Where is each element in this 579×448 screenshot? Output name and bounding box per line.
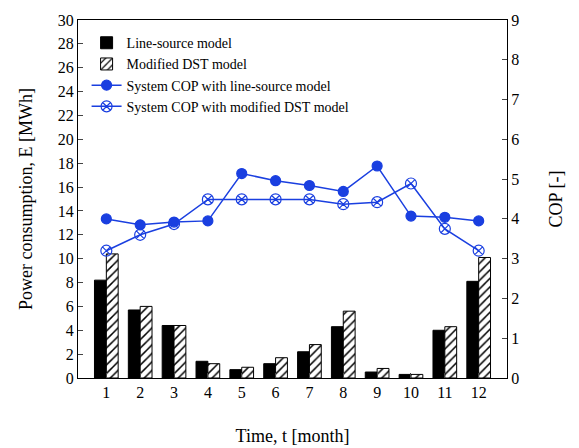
svg-text:0: 0: [511, 370, 519, 387]
svg-text:5: 5: [511, 171, 519, 188]
svg-text:7: 7: [511, 91, 519, 108]
svg-text:COP [-]: COP [-]: [546, 171, 566, 228]
svg-text:9: 9: [373, 384, 381, 401]
svg-text:Power consumption, E [MWh]: Power consumption, E [MWh]: [16, 88, 36, 310]
svg-text:8: 8: [66, 274, 74, 291]
svg-text:22: 22: [58, 107, 74, 124]
svg-text:1: 1: [102, 384, 110, 401]
svg-text:System COP with line-source mo: System COP with line-source model: [127, 79, 331, 94]
svg-text:26: 26: [58, 59, 74, 76]
svg-text:Time, t [month]: Time, t [month]: [236, 426, 350, 446]
svg-text:5: 5: [238, 384, 246, 401]
svg-text:10: 10: [58, 250, 74, 267]
svg-text:14: 14: [58, 203, 74, 220]
svg-text:10: 10: [403, 384, 419, 401]
svg-text:3: 3: [170, 384, 178, 401]
svg-text:11: 11: [437, 384, 452, 401]
svg-text:2: 2: [66, 346, 74, 363]
svg-text:16: 16: [58, 179, 74, 196]
svg-text:12: 12: [471, 384, 487, 401]
svg-text:7: 7: [305, 384, 313, 401]
svg-text:4: 4: [66, 322, 74, 339]
svg-text:28: 28: [58, 35, 74, 52]
svg-text:Line-source model: Line-source model: [127, 36, 232, 51]
svg-text:6: 6: [511, 131, 519, 148]
svg-text:2: 2: [136, 384, 144, 401]
svg-text:3: 3: [511, 250, 519, 267]
svg-text:System COP with modified DST m: System COP with modified DST model: [127, 100, 349, 115]
svg-text:2: 2: [511, 290, 519, 307]
svg-text:0: 0: [66, 370, 74, 387]
svg-text:6: 6: [272, 384, 280, 401]
svg-text:4: 4: [204, 384, 212, 401]
svg-text:24: 24: [58, 83, 74, 100]
svg-text:8: 8: [511, 51, 519, 68]
svg-text:30: 30: [58, 12, 74, 29]
svg-text:4: 4: [511, 210, 519, 227]
svg-text:6: 6: [66, 298, 74, 315]
svg-text:9: 9: [511, 12, 519, 29]
svg-text:20: 20: [58, 131, 74, 148]
svg-text:8: 8: [339, 384, 347, 401]
svg-text:Modified DST model: Modified DST model: [127, 57, 247, 72]
svg-text:18: 18: [58, 155, 74, 172]
svg-text:12: 12: [58, 226, 74, 243]
svg-text:1: 1: [511, 330, 519, 347]
